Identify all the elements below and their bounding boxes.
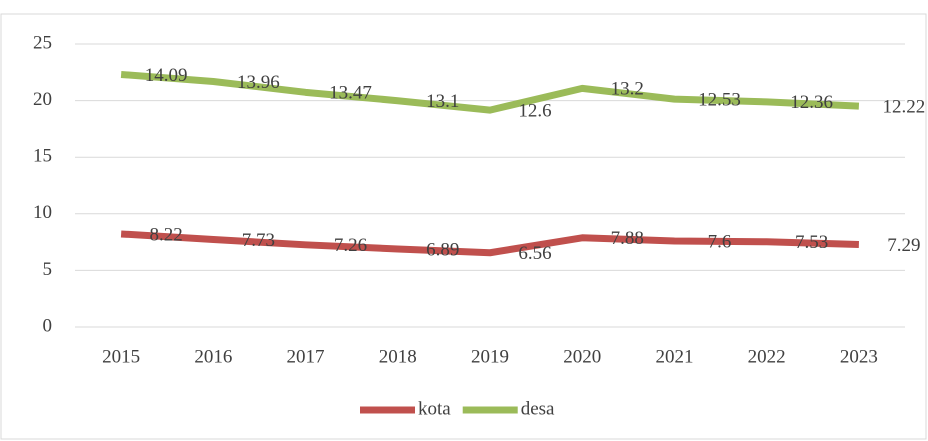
data-label: 13.96: [237, 72, 280, 93]
data-label: 7.73: [242, 230, 275, 251]
y-tick-label: 25: [33, 32, 52, 53]
y-tick-label: 20: [33, 89, 52, 110]
x-tick-label: 2018: [379, 346, 417, 367]
data-label: 7.29: [887, 235, 920, 256]
data-label: 6.56: [518, 243, 551, 264]
data-label: 12.6: [518, 100, 551, 121]
series-line: [120, 70, 860, 114]
x-tick-label: 2022: [748, 346, 786, 367]
data-label: 8.22: [149, 224, 182, 245]
data-label: 14.09: [145, 65, 188, 86]
data-label: 13.47: [329, 83, 372, 104]
legend-label: desa: [521, 398, 555, 419]
legend-label: kota: [418, 398, 451, 419]
data-label: 12.36: [790, 92, 833, 113]
y-tick-label: 5: [43, 259, 53, 280]
data-label: 7.53: [795, 232, 828, 253]
x-tick-label: 2021: [655, 346, 693, 367]
data-label: 13.2: [611, 79, 644, 100]
series-line: [120, 230, 859, 257]
data-label: 6.89: [426, 239, 459, 260]
x-tick-label: 2023: [840, 346, 878, 367]
x-tick-label: 2017: [287, 346, 325, 367]
x-tick-label: 2020: [563, 346, 601, 367]
data-label: 13.1: [426, 91, 459, 112]
y-tick-label: 0: [43, 315, 53, 336]
data-label: 7.6: [708, 231, 732, 252]
data-label: 12.22: [883, 97, 926, 118]
data-label: 7.88: [611, 228, 644, 249]
y-tick-label: 15: [33, 146, 52, 167]
data-label: 12.53: [698, 89, 741, 110]
x-tick-label: 2016: [194, 346, 232, 367]
data-label: 7.26: [334, 235, 367, 256]
y-tick-label: 10: [33, 202, 52, 223]
x-tick-label: 2019: [471, 346, 509, 367]
chart-border: [0, 13, 927, 440]
x-tick-label: 2015: [102, 346, 140, 367]
